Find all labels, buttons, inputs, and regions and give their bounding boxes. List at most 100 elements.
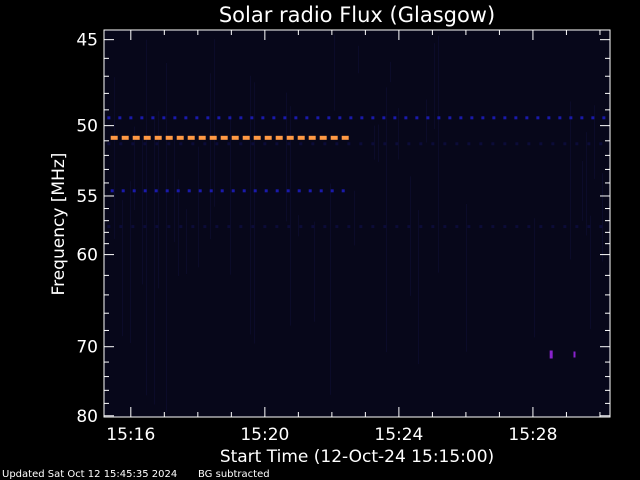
band-segment	[143, 142, 147, 146]
band-segment	[316, 116, 320, 120]
band-segment	[311, 142, 315, 146]
band-segment	[308, 135, 316, 140]
band-segment	[455, 225, 459, 229]
band-segment	[491, 225, 495, 229]
band-segment	[198, 135, 206, 140]
noise-streak	[210, 73, 211, 240]
band-segment	[323, 225, 327, 229]
band-segment	[129, 116, 133, 120]
band-segment	[467, 225, 471, 229]
band-3	[107, 142, 603, 146]
noise-streak	[214, 39, 215, 207]
band-segment	[297, 189, 301, 193]
band-segment	[191, 142, 195, 146]
band-segment	[187, 135, 195, 140]
noise-streak	[570, 101, 571, 260]
band-segment	[275, 189, 279, 193]
band-segment	[132, 135, 140, 140]
band-segment	[131, 142, 135, 146]
band-segment	[349, 116, 353, 120]
band-segment	[383, 142, 387, 146]
band-segment	[283, 116, 287, 120]
y-tick-label: 55	[76, 187, 98, 207]
x-tick-label: 15:20	[240, 425, 289, 445]
noise-streak	[198, 146, 199, 268]
band-segment	[527, 225, 531, 229]
band-segment	[539, 142, 543, 146]
band-segment	[209, 135, 217, 140]
noise-streak	[134, 126, 135, 211]
noise-streak	[334, 34, 335, 111]
band-segment	[575, 225, 579, 229]
band-segment	[341, 135, 349, 140]
band-segment	[191, 225, 195, 229]
band-segment	[287, 142, 291, 146]
band-segment	[176, 135, 184, 140]
plot-background	[104, 30, 610, 417]
band-segment	[569, 116, 573, 120]
band-segment	[297, 135, 305, 140]
band-segment	[575, 142, 579, 146]
band-segment	[251, 225, 255, 229]
noise-streak	[290, 106, 291, 326]
band-segment	[110, 189, 114, 193]
band-segment	[231, 135, 239, 140]
x-tick-label: 15:24	[374, 425, 423, 445]
band-segment	[515, 225, 519, 229]
band-segment	[431, 142, 435, 146]
band-segment	[203, 225, 207, 229]
band-segment	[383, 225, 387, 229]
band-segment	[382, 116, 386, 120]
noise-streak	[186, 209, 187, 275]
band-segment	[220, 189, 224, 193]
band-segment	[294, 116, 298, 120]
noise-streak	[358, 45, 359, 74]
band-segment	[264, 189, 268, 193]
y-tick-label: 45	[76, 31, 98, 51]
axes: 45 50 55 60 70 80 15:16 15:20 15:24 15:28	[76, 29, 611, 445]
noise-streak	[230, 114, 231, 275]
band-segment	[335, 225, 339, 229]
band-segment	[539, 225, 543, 229]
band-segment	[263, 142, 267, 146]
band-segment	[155, 225, 159, 229]
burst-mark	[573, 351, 576, 358]
band-segment	[602, 116, 606, 120]
y-tick-label: 60	[76, 246, 98, 266]
band-segment	[251, 142, 255, 146]
band-segment	[299, 225, 303, 229]
band-5	[549, 350, 576, 359]
band-segment	[119, 225, 123, 229]
band-segment	[215, 225, 219, 229]
noise-streak	[426, 99, 427, 143]
noise-streak	[166, 62, 167, 413]
band-segment	[209, 189, 213, 193]
band-segment	[335, 142, 339, 146]
band-segment	[338, 116, 342, 120]
noise-streak	[286, 92, 287, 222]
y-tick-label: 70	[76, 338, 98, 358]
noise-streaks	[114, 34, 603, 413]
noise-streak	[386, 87, 387, 353]
band-segment	[305, 116, 309, 120]
band-segment	[587, 142, 591, 146]
noise-streak	[146, 39, 147, 396]
band-segment	[330, 189, 334, 193]
band-segment	[503, 225, 507, 229]
band-segment	[253, 135, 261, 140]
band-segment	[515, 142, 519, 146]
band-segment	[514, 116, 518, 120]
band-segment	[217, 116, 221, 120]
band-segment	[107, 225, 111, 229]
band-segment	[527, 142, 531, 146]
band-segment	[371, 116, 375, 120]
noise-streak	[298, 215, 299, 237]
band-segment	[107, 116, 111, 120]
band-segment	[179, 142, 183, 146]
noise-streak	[174, 135, 175, 243]
band-segment	[407, 142, 411, 146]
band-segment	[220, 135, 228, 140]
noise-streak	[398, 108, 399, 160]
noise-streak	[142, 138, 143, 285]
